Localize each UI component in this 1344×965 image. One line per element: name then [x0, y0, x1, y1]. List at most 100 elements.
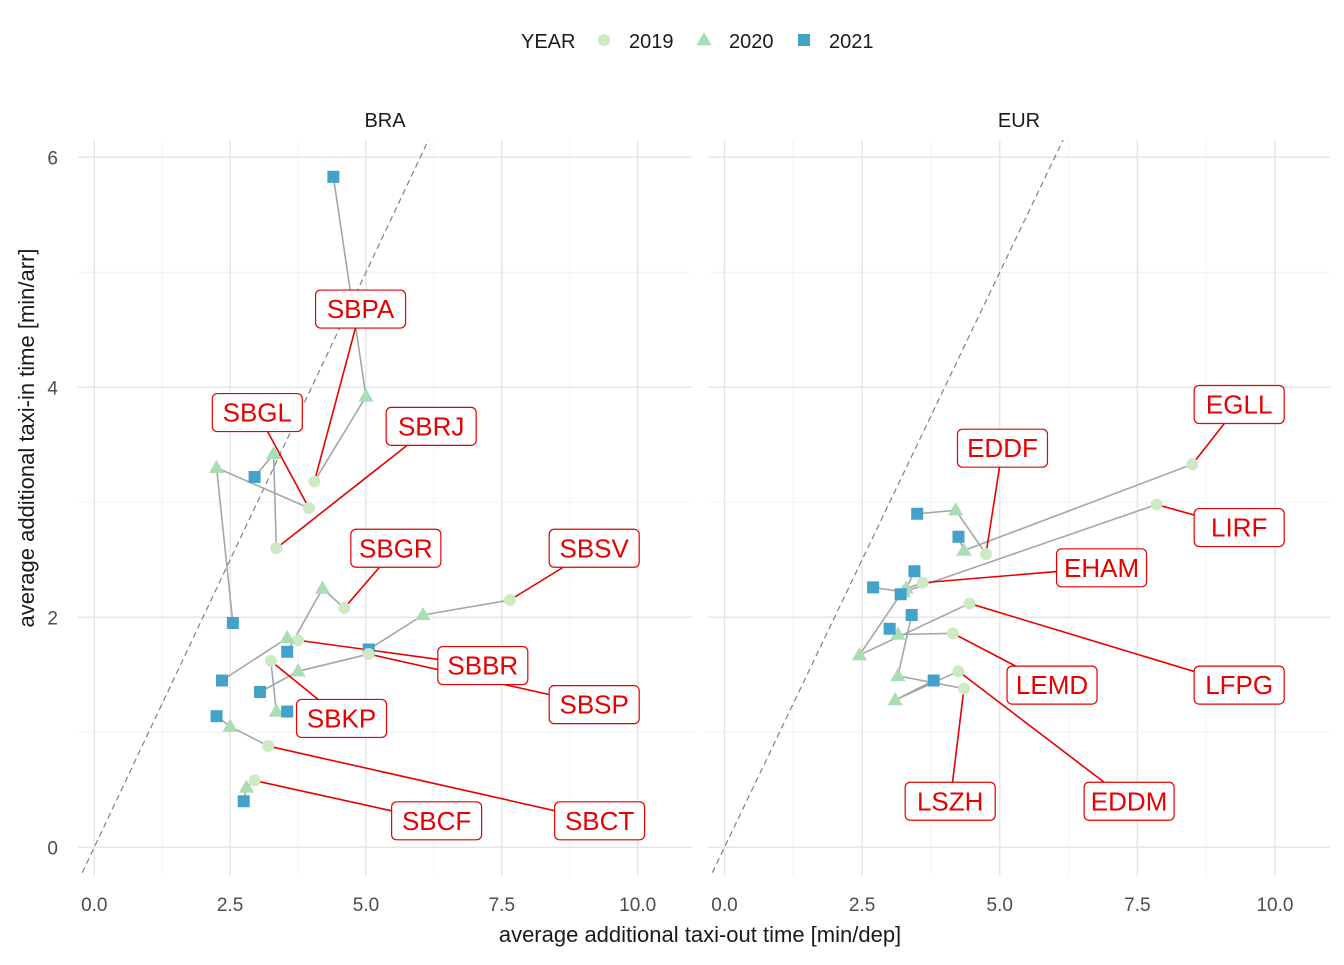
reference-line: [710, 140, 1064, 876]
label-sbcf: SBCF: [391, 801, 483, 841]
point-sbct-2021: [210, 710, 223, 723]
point-eham-2019: [916, 576, 929, 589]
label-box: [904, 781, 996, 821]
point-sbpa-2019: [308, 475, 321, 488]
point-sbcf-2021: [237, 795, 250, 808]
label-text: SBGL: [223, 398, 292, 428]
panel-body: [710, 140, 1240, 876]
x-tick-label: 5.0: [353, 895, 379, 916]
point-lemd-2019: [946, 627, 959, 640]
label-sbsv: SBSV: [548, 528, 640, 568]
point-egll-2020: [956, 542, 972, 556]
point-sbkp-2020: [268, 703, 284, 717]
panel-title: EUR: [998, 110, 1040, 132]
label-text: SBGR: [359, 533, 433, 563]
label-lfpg: LFPG: [1193, 665, 1285, 705]
point-lfpg-2020: [851, 647, 867, 661]
point-sbpa-2020: [358, 388, 374, 402]
point-sbbr-2020: [279, 629, 295, 644]
label-lirf: LIRF: [1193, 507, 1285, 548]
leader-sbrj: [275, 425, 432, 549]
point-sbrj-2019: [270, 542, 283, 555]
point-lfpg-2021: [894, 588, 907, 601]
x-axis-title: average additional taxi-out time [min/de…: [499, 922, 901, 947]
grid: [708, 140, 1330, 876]
label-text: LIRF: [1211, 513, 1267, 543]
label-text: LSZH: [917, 786, 983, 816]
legend-key-2020: [696, 32, 712, 46]
label-lszh: LSZH: [904, 781, 996, 821]
point-sbsp-2021: [254, 686, 267, 698]
legend-entry-2020: 2020: [696, 31, 774, 53]
x-tick-label: 2.5: [849, 895, 875, 916]
x-tick-label: 0.0: [711, 895, 737, 916]
point-sbsv-2020: [415, 606, 431, 621]
panels-layer: BRA 0.0 2.5 5.0 7.5 10.0 0 2 4 6 SBPA SBGL SBRJ SBGR S…: [47, 110, 1330, 916]
label-sbrj: SBRJ: [385, 406, 477, 446]
point-sbsp-2020: [290, 663, 306, 677]
leader-eddm: [957, 670, 1130, 802]
label-box: [1193, 384, 1285, 425]
point-lszh-2020: [890, 667, 906, 682]
point-eddf-2021: [911, 507, 924, 520]
panel-bra: BRA 0.0 2.5 5.0 7.5 10.0 0 2 4 6 SBPA SBGL SBRJ SBGR S…: [47, 110, 692, 916]
path-eddf: [917, 509, 987, 555]
label-box: [548, 528, 640, 568]
point-sbgr-2019: [338, 602, 351, 615]
point-lszh-2019: [957, 682, 970, 695]
x-tick-label: 10.0: [1256, 895, 1293, 916]
point-sbcf-2019: [248, 774, 261, 787]
label-text: SBBR: [447, 651, 518, 681]
point-sbbr-2019: [292, 634, 305, 647]
y-tick-label: 4: [47, 378, 58, 399]
label-text: SBPA: [327, 294, 395, 324]
panel-body: [80, 140, 600, 876]
leader-sbct: [268, 745, 600, 822]
label-box: [956, 428, 1049, 468]
point-sbbr-2021: [215, 674, 228, 687]
point-lszh-2021: [905, 608, 918, 621]
y-tick-label: 2: [47, 608, 58, 629]
point-lfpg-2019: [963, 597, 976, 610]
label-box: [350, 528, 442, 568]
point-lirf-2021: [867, 581, 880, 594]
path-sbsv: [368, 599, 511, 651]
point-sbpa-2021: [327, 170, 340, 183]
label-box: [391, 801, 483, 841]
point-sbgl-2020: [208, 459, 225, 473]
legend-key-2019: [598, 34, 610, 46]
label-sbbr: SBBR: [437, 645, 529, 686]
point-egll-2021: [952, 530, 965, 543]
legend-label: 2020: [729, 31, 774, 53]
legend-label: 2021: [829, 31, 874, 53]
point-sbrj-2021: [248, 470, 261, 483]
x-tick-label: 0.0: [81, 895, 107, 916]
label-text: EGLL: [1206, 390, 1273, 420]
point-lemd-2020: [890, 626, 906, 640]
point-egll-2019: [1186, 458, 1199, 471]
point-eddm-2019: [952, 665, 965, 678]
leader-sbpa: [313, 308, 362, 482]
path-lfpg: [857, 593, 970, 658]
point-eddf-2019: [979, 548, 992, 560]
x-tick-label: 5.0: [987, 895, 1013, 916]
label-text: EHAM: [1064, 553, 1139, 583]
legend-label: 2019: [629, 31, 674, 53]
point-eddm-2021: [927, 674, 940, 687]
point-sbsp-2019: [362, 648, 375, 661]
label-text: SBRJ: [398, 411, 464, 441]
y-tick-label: 6: [47, 148, 58, 169]
point-sbgr-2021: [281, 645, 294, 658]
point-eham-2021: [908, 565, 921, 578]
label-eham: EHAM: [1055, 548, 1148, 588]
point-sbkp-2019: [264, 654, 277, 667]
label-sbgr: SBGR: [350, 528, 442, 568]
x-tick-label: 10.0: [619, 895, 656, 916]
label-text: SBCF: [402, 806, 471, 836]
x-tick-label: 7.5: [1124, 895, 1150, 916]
point-sbct-2020: [222, 718, 238, 732]
label-box: [295, 698, 388, 739]
y-axis-title: average additional taxi-in time [min/arr…: [14, 248, 39, 627]
point-sbrj-2020: [266, 445, 282, 460]
